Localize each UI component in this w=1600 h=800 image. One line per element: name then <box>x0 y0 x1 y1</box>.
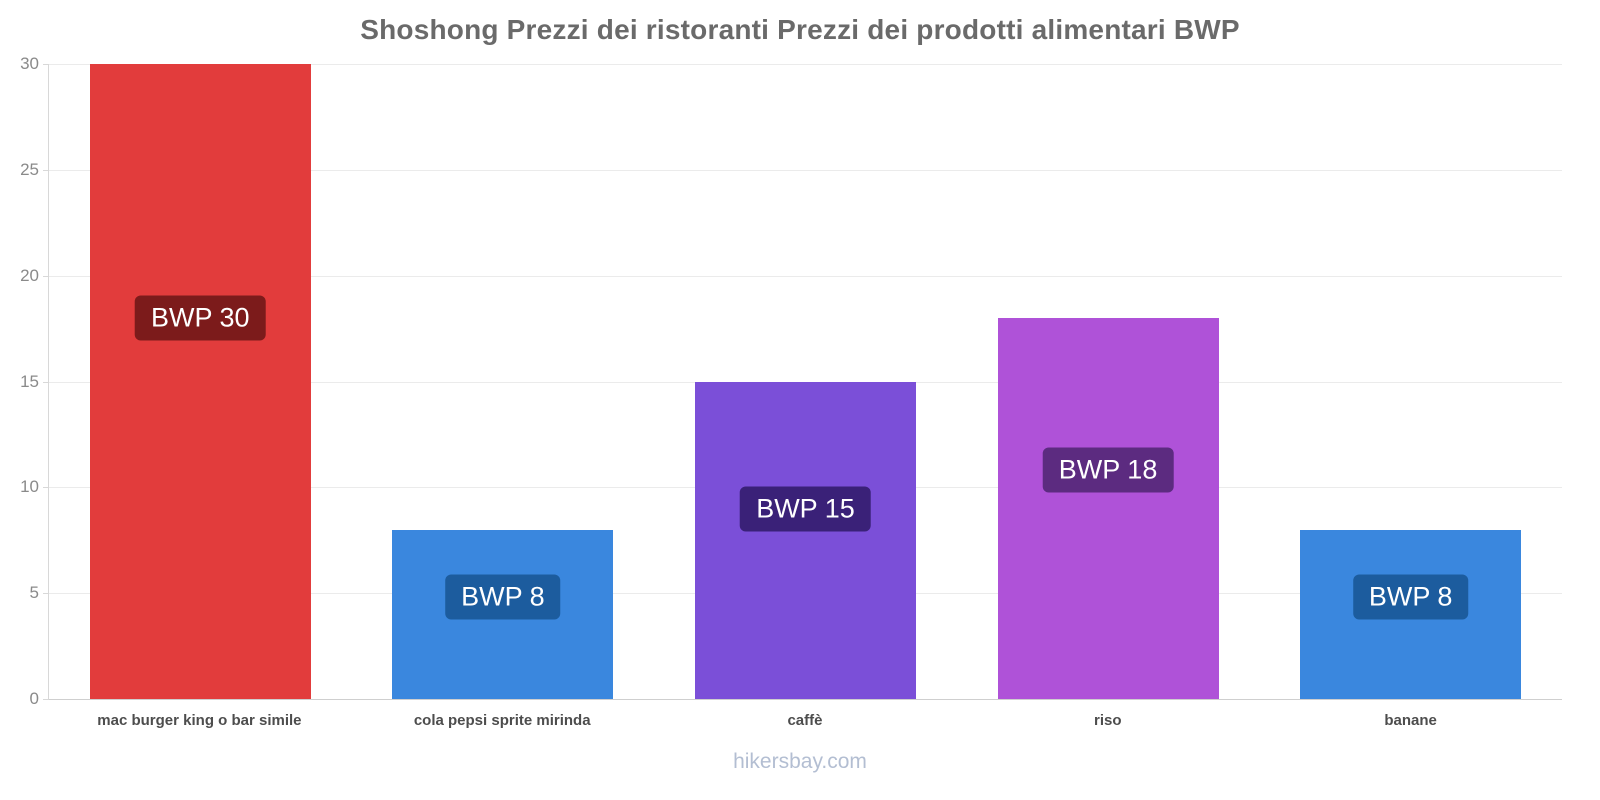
x-axis-label: banane <box>1384 712 1437 729</box>
plot-area: 0 5 10 15 20 25 30 BWP 30 BWP 8 BWP 15 BWP 18 BWP 8 <box>20 54 1562 708</box>
y-tick-mark <box>43 381 49 383</box>
bar: BWP 18 <box>997 318 1219 699</box>
x-axis-label: riso <box>1094 712 1122 729</box>
bar: BWP 8 <box>1300 529 1522 699</box>
y-tick-label: 25 <box>20 159 39 179</box>
x-axis-label: cola pepsi sprite mirinda <box>413 712 591 729</box>
bar-slot: BWP 15 <box>654 64 957 699</box>
gridline <box>49 64 1562 65</box>
y-tick-mark <box>43 169 49 171</box>
y-tick-mark <box>43 699 49 700</box>
y-tick-mark <box>43 64 49 65</box>
x-axis-label: mac burger king o bar simile <box>97 712 302 729</box>
y-tick-label: 5 <box>29 583 39 603</box>
x-axis-labels: mac burger king o bar simile cola pepsi s… <box>48 712 1562 729</box>
bar: BWP 15 <box>695 381 916 699</box>
bar-slot: BWP 30 <box>49 64 352 699</box>
y-tick-label: 20 <box>20 265 39 285</box>
y-tick-label: 30 <box>20 54 39 73</box>
y-tick-mark <box>43 487 49 489</box>
bars-container: BWP 30 BWP 8 BWP 15 BWP 18 BWP 8 <box>49 64 1562 699</box>
bar-slot: BWP 8 <box>1259 64 1562 699</box>
gridline <box>49 169 1562 171</box>
chart-title: Shoshong Prezzi dei ristoranti Prezzi de… <box>360 14 1240 45</box>
bar-value-label: BWP 8 <box>445 574 561 620</box>
y-tick-label: 0 <box>29 689 39 708</box>
bar-value-label: BWP 15 <box>740 486 871 531</box>
y-tick-label: 10 <box>20 477 39 497</box>
gridline <box>49 275 1562 277</box>
bar: BWP 8 <box>392 529 614 699</box>
footer-watermark: hikersbay.com <box>733 750 867 773</box>
x-axis-label: caffè <box>787 712 823 729</box>
y-tick-mark <box>43 275 49 277</box>
y-tick-mark <box>43 593 49 595</box>
bar-value-label: BWP 8 <box>1352 574 1469 620</box>
bar-slot: BWP 18 <box>957 64 1260 699</box>
bar-value-label: BWP 30 <box>135 295 266 341</box>
y-tick-label: 15 <box>20 371 39 391</box>
bar-value-label: BWP 18 <box>1042 447 1174 493</box>
bar-slot: BWP 8 <box>352 64 655 699</box>
bar: BWP 30 <box>89 64 311 699</box>
